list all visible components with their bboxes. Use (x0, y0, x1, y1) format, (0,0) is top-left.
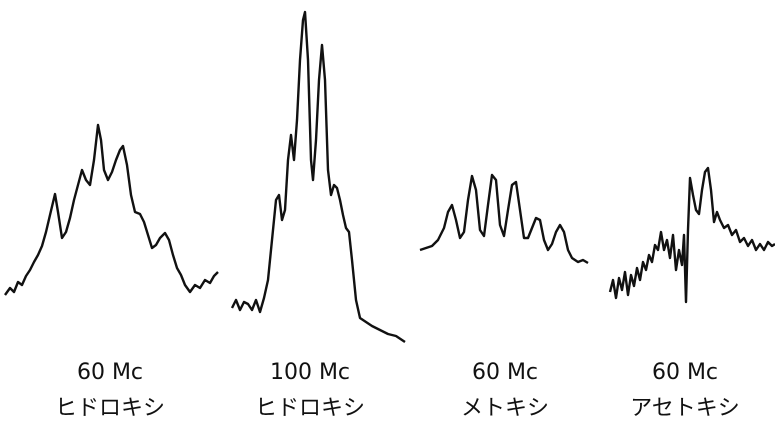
frequency-label: 100 Mc (269, 360, 351, 385)
frequency-label: 60 Mc (651, 360, 719, 385)
spectrum-trace (419, 173, 589, 265)
sample-label: メトキシ (460, 396, 549, 421)
spectrum-trace (230, 10, 406, 343)
sample-label: ヒドロキシ (254, 396, 365, 421)
frequency-label: 60 Mc (471, 360, 539, 385)
spectrum-trace (4, 123, 219, 296)
frequency-label: 60 Mc (76, 360, 144, 385)
sample-label: ヒドロキシ (54, 396, 165, 421)
spectrum-trace (608, 166, 775, 304)
sample-label: アセトキシ (630, 396, 740, 421)
